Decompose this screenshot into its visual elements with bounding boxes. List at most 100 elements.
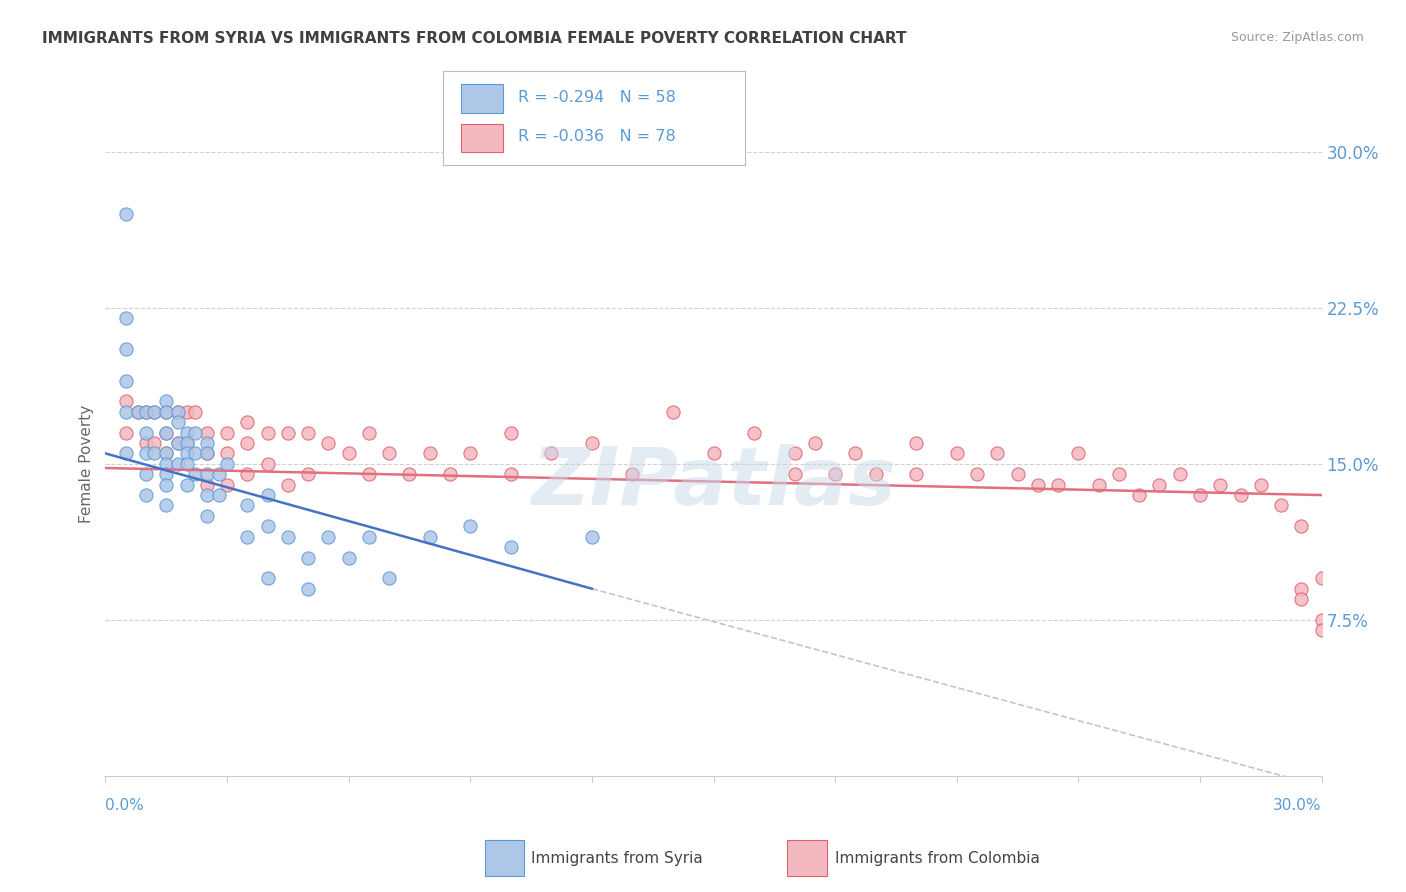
Point	[1149, 477, 1171, 491]
Point	[155, 405, 177, 419]
Point	[1209, 477, 1232, 491]
Point	[439, 467, 461, 482]
Point	[135, 425, 157, 440]
Point	[824, 467, 846, 482]
Point	[195, 477, 218, 491]
Point	[167, 415, 190, 429]
Point	[155, 394, 177, 409]
Point	[581, 436, 603, 450]
Point	[1270, 499, 1292, 513]
Point	[217, 457, 239, 471]
Point	[297, 467, 319, 482]
Point	[419, 530, 441, 544]
Point	[966, 467, 988, 482]
Point	[581, 530, 603, 544]
Point	[114, 446, 136, 460]
Point	[945, 446, 967, 460]
Point	[662, 405, 685, 419]
Point	[176, 477, 198, 491]
Point	[114, 425, 136, 440]
Point	[114, 405, 136, 419]
Point	[256, 571, 278, 585]
Point	[357, 530, 380, 544]
Point	[167, 405, 190, 419]
Point	[195, 467, 218, 482]
Point	[135, 488, 157, 502]
Point	[143, 405, 166, 419]
Point	[167, 436, 190, 450]
Point	[155, 405, 177, 419]
Point	[176, 446, 198, 460]
Point	[865, 467, 887, 482]
Point	[217, 425, 239, 440]
Point	[183, 405, 205, 419]
Point	[195, 446, 218, 460]
Point	[1047, 477, 1070, 491]
Point	[844, 446, 866, 460]
Point	[114, 207, 136, 221]
Bar	[461, 124, 503, 152]
Point	[135, 405, 157, 419]
Point	[1189, 488, 1212, 502]
Point	[1250, 477, 1272, 491]
Point	[236, 499, 259, 513]
Point	[236, 467, 259, 482]
Text: Source: ZipAtlas.com: Source: ZipAtlas.com	[1230, 31, 1364, 45]
Point	[458, 446, 481, 460]
Point	[176, 436, 198, 450]
Point	[114, 311, 136, 326]
Point	[1108, 467, 1130, 482]
Point	[176, 405, 198, 419]
Point	[277, 477, 299, 491]
Point	[1310, 571, 1333, 585]
Point	[277, 425, 299, 440]
Point	[176, 457, 198, 471]
Point	[458, 519, 481, 533]
Point	[499, 540, 522, 554]
Point	[143, 446, 166, 460]
Point	[702, 446, 725, 460]
Point	[114, 343, 136, 357]
Point	[337, 550, 360, 565]
Point	[217, 477, 239, 491]
Point	[135, 405, 157, 419]
Point	[155, 446, 177, 460]
Point	[783, 446, 806, 460]
Point	[236, 530, 259, 544]
Point	[256, 519, 278, 533]
Point	[135, 446, 157, 460]
Point	[318, 530, 340, 544]
Bar	[461, 85, 503, 112]
Point	[277, 530, 299, 544]
Point	[135, 436, 157, 450]
Point	[176, 436, 198, 450]
Text: Immigrants from Syria: Immigrants from Syria	[531, 851, 703, 865]
Point	[167, 405, 190, 419]
Point	[217, 446, 239, 460]
Point	[1291, 519, 1313, 533]
Point	[1026, 477, 1049, 491]
Point	[1310, 624, 1333, 638]
Point	[195, 508, 218, 523]
Point	[155, 499, 177, 513]
Point	[986, 446, 1008, 460]
Point	[167, 436, 190, 450]
Point	[167, 457, 190, 471]
Text: 30.0%: 30.0%	[1274, 798, 1322, 814]
Point	[783, 467, 806, 482]
Point	[419, 446, 441, 460]
Point	[183, 425, 205, 440]
Point	[155, 477, 177, 491]
Point	[499, 425, 522, 440]
Point	[155, 425, 177, 440]
Point	[195, 446, 218, 460]
Point	[236, 415, 259, 429]
Point	[208, 467, 231, 482]
Point	[127, 405, 149, 419]
Y-axis label: Female Poverty: Female Poverty	[79, 405, 94, 523]
Point	[1007, 467, 1029, 482]
Point	[297, 582, 319, 596]
Point	[183, 467, 205, 482]
Point	[378, 446, 401, 460]
Point	[378, 571, 401, 585]
